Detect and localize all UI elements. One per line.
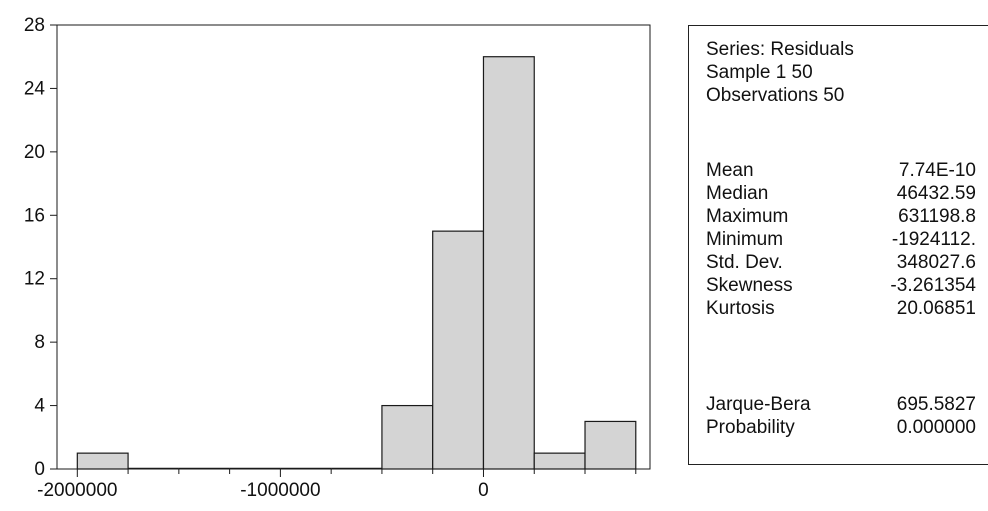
stat-value: 46432.59: [896, 183, 976, 204]
stat-value: -1924112.: [891, 229, 976, 250]
histogram-bar: [76, 452, 129, 470]
stat-row-mean: Mean 7.74E-10: [706, 159, 976, 182]
histogram-bars: [76, 56, 637, 470]
descriptive-stats-table: Mean 7.74E-10 Median 46432.59 Maximum 63…: [706, 159, 976, 320]
statistics-panel: Series: Residuals Sample 1 50 Observatio…: [688, 25, 988, 465]
stat-label: Jarque-Bera: [706, 394, 811, 415]
sample-label: Sample 1 50: [706, 62, 813, 83]
stat-label: Kurtosis: [706, 298, 775, 319]
stat-row-jarque-bera: Jarque-Bera 695.5827: [706, 393, 976, 416]
stat-value: 7.74E-10: [898, 160, 976, 181]
stat-value: 0.000000: [896, 417, 976, 438]
series-label: Series: Residuals: [706, 39, 854, 60]
y-tick-label: 4: [34, 396, 45, 417]
stat-label: Median: [706, 183, 769, 204]
stat-label: Skewness: [706, 275, 793, 296]
histogram-bar: [533, 452, 586, 470]
histogram-bar: [432, 230, 485, 470]
x-tick-label: -1000000: [240, 480, 320, 501]
stat-value: 20.06851: [896, 298, 976, 319]
x-axis: -2000000 -1000000 0: [37, 469, 637, 501]
observations-label: Observations 50: [706, 85, 845, 106]
plot-frame: [56, 24, 651, 470]
stat-row-skewness: Skewness -3.261354: [706, 274, 976, 297]
x-tick-label: 0: [478, 480, 489, 501]
y-tick-label: 24: [24, 78, 46, 99]
stats-header: Series: Residuals Sample 1 50 Observatio…: [706, 38, 854, 107]
stat-row-median: Median 46432.59: [706, 182, 976, 205]
histogram-bar: [584, 420, 637, 470]
stat-value: -3.261354: [890, 275, 976, 296]
stat-value: 348027.6: [896, 252, 976, 273]
stat-value: 695.5827: [896, 394, 976, 415]
y-tick-label: 0: [34, 459, 45, 480]
histogram-bar: [482, 56, 535, 470]
y-tick-label: 16: [24, 205, 45, 226]
stat-label: Maximum: [706, 206, 789, 227]
stat-row-kurtosis: Kurtosis 20.06851: [706, 297, 976, 320]
stat-row-probability: Probability 0.000000: [706, 416, 976, 439]
stat-label: Minimum: [706, 229, 784, 250]
stat-label: Std. Dev.: [706, 252, 783, 273]
stat-row-maximum: Maximum 631198.8: [706, 205, 976, 228]
y-tick-label: 20: [24, 142, 45, 163]
normality-test-table: Jarque-Bera 695.5827 Probability 0.00000…: [706, 393, 976, 439]
y-tick-label: 8: [34, 332, 45, 353]
y-tick-label: 12: [24, 269, 45, 290]
stat-row-std-dev: Std. Dev. 348027.6: [706, 251, 976, 274]
stat-label: Mean: [706, 160, 754, 181]
stat-value: 631198.8: [898, 206, 976, 227]
y-tick-label: 28: [24, 15, 45, 36]
stat-row-minimum: Minimum -1924112.: [706, 228, 976, 251]
stat-label: Probability: [706, 417, 795, 438]
y-axis: 0 4 8 12 16 20 24 28: [24, 15, 57, 480]
x-tick-label: -2000000: [37, 480, 117, 501]
histogram-bar: [381, 404, 434, 470]
